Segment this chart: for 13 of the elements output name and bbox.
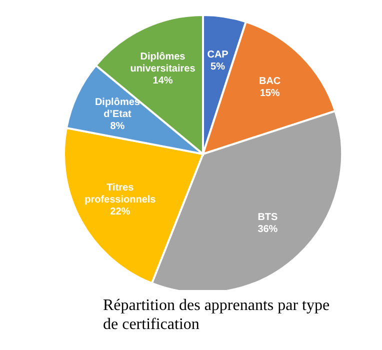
data-label: 14% <box>152 74 173 86</box>
slice-label: Titres professionnels <box>84 182 156 206</box>
slice-label: Diplômes d’Etat <box>94 96 140 120</box>
data-label: 8% <box>110 120 125 132</box>
data-label: 36% <box>258 223 278 234</box>
slice-label: BTS <box>258 211 278 222</box>
slice-label: Diplômes universitaires <box>130 50 196 74</box>
slice-label: CAP <box>207 49 229 60</box>
data-label: 15% <box>260 88 280 99</box>
data-label: 22% <box>110 206 130 218</box>
data-label: 5% <box>210 61 226 72</box>
text: Répartition des apprenants par type de certification <box>103 296 331 334</box>
slice-label: BAC <box>259 76 281 87</box>
